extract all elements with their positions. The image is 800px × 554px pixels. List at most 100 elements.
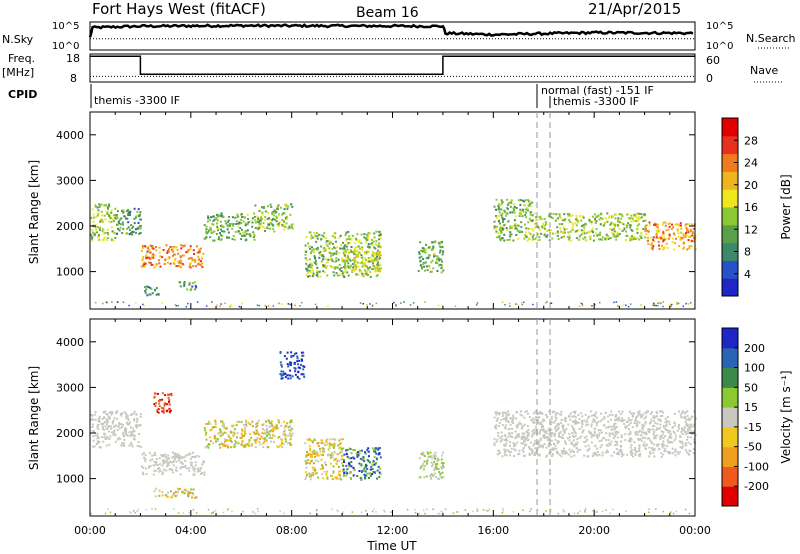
- scatter-point: [134, 228, 137, 231]
- scatter-point: [513, 208, 515, 211]
- scatter-point: [331, 252, 333, 255]
- scatter-point: [571, 432, 574, 435]
- scatter-point: [541, 420, 544, 423]
- scatter-point: [161, 392, 164, 395]
- scatter-point: [573, 421, 576, 424]
- scatter-point: [339, 470, 342, 473]
- scatter-point: [375, 265, 378, 268]
- scatter-point: [338, 268, 341, 271]
- scatter-point: [108, 443, 111, 446]
- scatter-point: [131, 434, 134, 437]
- scatter-point: [104, 218, 107, 221]
- scatter-point: [588, 219, 591, 222]
- scatter-point: [501, 217, 504, 219]
- scatter-point: [127, 221, 130, 224]
- scatter-point: [527, 204, 530, 207]
- scatter-point: [286, 374, 289, 377]
- scatter-point: [226, 509, 229, 512]
- scatter-point: [152, 247, 155, 250]
- scatter-point: [542, 436, 545, 439]
- scatter-point: [563, 511, 566, 513]
- scatter-point: [281, 213, 284, 216]
- scatter-point: [224, 445, 227, 447]
- scatter-point: [567, 423, 570, 426]
- scatter-point: [167, 400, 170, 403]
- scatter-point: [346, 254, 349, 257]
- scatter-point: [256, 226, 259, 229]
- scatter-point: [582, 231, 585, 234]
- scatter-point: [345, 239, 347, 242]
- scatter-point: [694, 417, 697, 420]
- scatter-point: [134, 425, 137, 428]
- scatter-point: [326, 470, 329, 473]
- scatter-point: [615, 433, 618, 436]
- scatter-point: [535, 416, 538, 419]
- scatter-point: [307, 454, 310, 456]
- scatter-point: [558, 215, 561, 218]
- scatter-point: [209, 429, 212, 432]
- scatter-point: [526, 435, 529, 438]
- scatter-point: [395, 304, 397, 306]
- scatter-point: [555, 429, 558, 431]
- scatter-point: [509, 231, 512, 234]
- scatter-point: [615, 453, 618, 455]
- scatter-point: [202, 460, 205, 463]
- scatter-point: [594, 451, 597, 454]
- scatter-point: [130, 414, 133, 416]
- scatter-point: [336, 274, 339, 277]
- scatter-point: [290, 351, 293, 354]
- scatter-point: [114, 424, 117, 427]
- scatter-point: [326, 261, 329, 264]
- scatter-point: [669, 429, 672, 432]
- scatter-point: [289, 369, 292, 372]
- scatter-point: [126, 217, 129, 220]
- scatter-point: [596, 434, 598, 437]
- scatter-point: [341, 454, 344, 457]
- scatter-point: [541, 426, 543, 428]
- scatter-point: [594, 415, 597, 417]
- scatter-point: [575, 229, 578, 232]
- scatter-point: [572, 426, 574, 429]
- scatter-point: [99, 220, 102, 223]
- scatter-point: [606, 212, 609, 215]
- scatter-point: [642, 413, 645, 416]
- scatter-point: [222, 445, 225, 448]
- scatter-point: [97, 424, 100, 427]
- scatter-point: [367, 460, 370, 463]
- scatter-point: [322, 264, 325, 266]
- scatter-point: [605, 451, 607, 454]
- scatter-point: [221, 443, 224, 446]
- scatter-point: [145, 255, 148, 258]
- scatter-point: [423, 476, 426, 479]
- scatter-point: [550, 448, 553, 451]
- scatter-point: [111, 230, 114, 233]
- scatter-point: [310, 459, 313, 462]
- scatter-point: [534, 238, 537, 241]
- scatter-point: [516, 426, 519, 429]
- scatter-point: [338, 470, 340, 473]
- scatter-point: [524, 199, 527, 202]
- scatter-point: [122, 227, 125, 230]
- scatter-point: [259, 218, 262, 221]
- scatter-point: [312, 248, 315, 251]
- scatter-point: [667, 431, 670, 434]
- scatter-point: [149, 261, 152, 264]
- scatter-point: [630, 444, 633, 447]
- scatter-point: [665, 425, 668, 428]
- scatter-point: [319, 250, 322, 253]
- scatter-point: [139, 213, 141, 216]
- scatter-point: [442, 462, 445, 464]
- scatter-point: [92, 216, 95, 219]
- scatter-point: [243, 231, 246, 234]
- scatter-point: [640, 213, 643, 216]
- scatter-point: [362, 275, 365, 278]
- scatter-point: [548, 442, 551, 445]
- scatter-point: [418, 253, 421, 255]
- scatter-point: [316, 271, 319, 274]
- scatter-point: [316, 275, 319, 278]
- scatter-point: [646, 410, 649, 413]
- scatter-point: [590, 423, 593, 426]
- scatter-point: [291, 375, 294, 378]
- scatter-point: [692, 430, 695, 433]
- scatter-point: [299, 305, 301, 307]
